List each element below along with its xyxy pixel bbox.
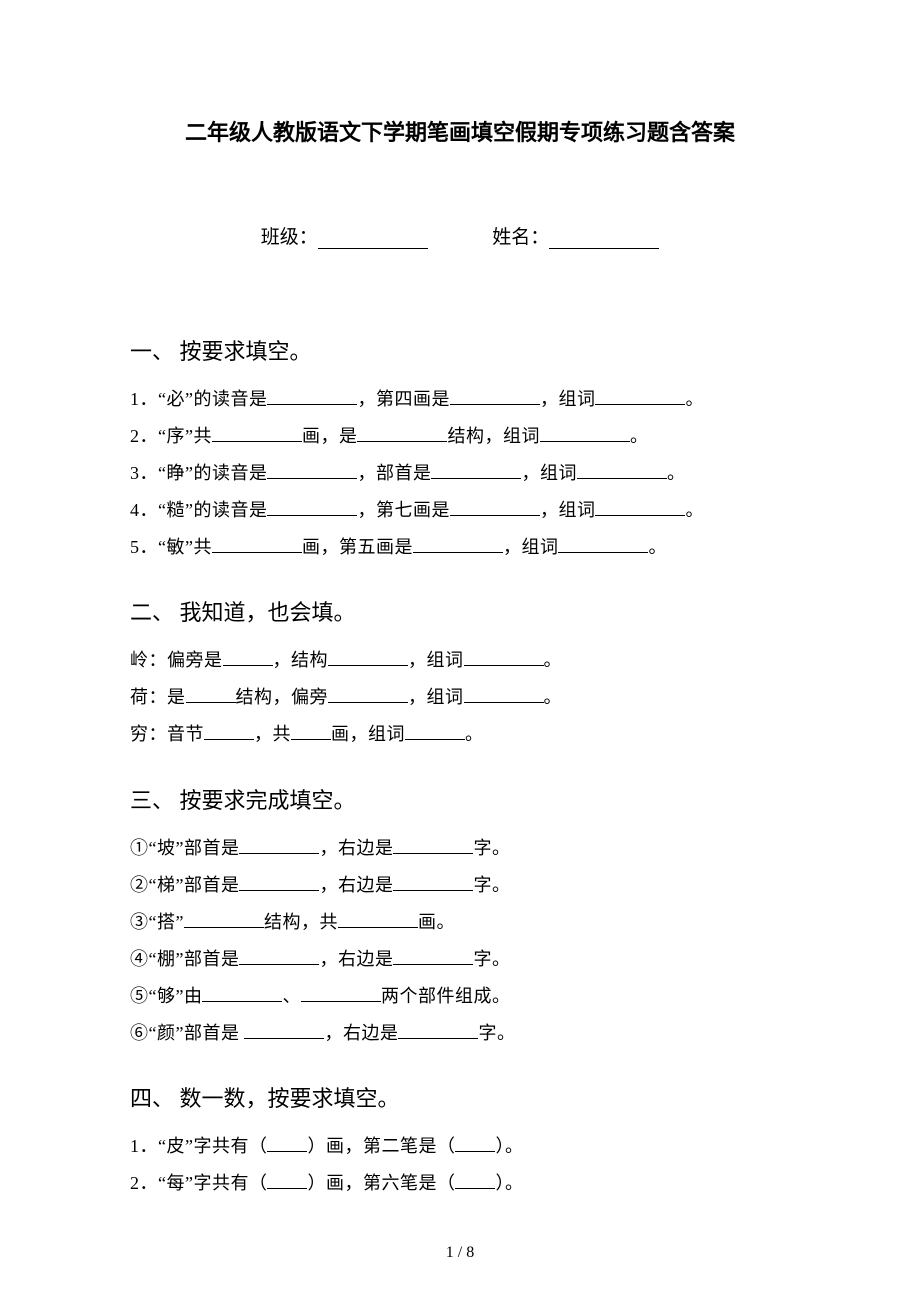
document-title: 二年级人教版语文下学期笔画填空假期专项练习题含答案: [130, 115, 790, 147]
blank[interactable]: [184, 910, 264, 928]
blank[interactable]: [267, 498, 357, 516]
class-blank[interactable]: [318, 229, 428, 249]
blank[interactable]: [204, 722, 254, 740]
blank[interactable]: [212, 535, 302, 553]
blank[interactable]: [357, 424, 447, 442]
s1-q4: 4．“糙”的读音是，第七画是，组词。: [130, 492, 790, 529]
blank[interactable]: [267, 1134, 307, 1152]
section-3-heading: 三、 按要求完成填空。: [130, 783, 790, 815]
s3-q1: ①“坡”部首是，右边是字。: [130, 830, 790, 867]
blank[interactable]: [405, 722, 465, 740]
blank[interactable]: [455, 1171, 495, 1189]
blank[interactable]: [558, 535, 648, 553]
class-label: 班级：: [261, 222, 318, 249]
blank[interactable]: [577, 461, 667, 479]
blank[interactable]: [393, 947, 473, 965]
s3-q6: ⑥“颜”部首是 ，右边是字。: [130, 1015, 790, 1052]
s2-q1: 岭：偏旁是，结构，组词。: [130, 642, 790, 679]
blank[interactable]: [393, 836, 473, 854]
s3-q3: ③“搭”结构，共画。: [130, 904, 790, 941]
s1-q5: 5．“敏”共画，第五画是，组词。: [130, 529, 790, 566]
blank[interactable]: [450, 387, 540, 405]
section-1-heading: 一、 按要求填空。: [130, 334, 790, 366]
s2-q2: 荷：是结构，偏旁，组词。: [130, 679, 790, 716]
blank[interactable]: [464, 685, 544, 703]
s1-q2: 2．“序”共画，是结构，组词。: [130, 418, 790, 455]
blank[interactable]: [291, 722, 331, 740]
blank[interactable]: [540, 424, 630, 442]
blank[interactable]: [239, 836, 319, 854]
blank[interactable]: [450, 498, 540, 516]
s2-q3: 穷：音节，共画，组词。: [130, 716, 790, 753]
blank[interactable]: [595, 387, 685, 405]
blank[interactable]: [239, 873, 319, 891]
section-3: 三、 按要求完成填空。 ①“坡”部首是，右边是字。 ②“梯”部首是，右边是字。 …: [130, 783, 790, 1051]
name-blank[interactable]: [549, 229, 659, 249]
s3-q5: ⑤“够”由、两个部件组成。: [130, 978, 790, 1015]
s4-q1: 1．“皮”字共有（）画，第二笔是（）。: [130, 1128, 790, 1165]
blank[interactable]: [223, 648, 273, 666]
blank[interactable]: [413, 535, 503, 553]
blank[interactable]: [212, 424, 302, 442]
section-4-heading: 四、 数一数，按要求填空。: [130, 1081, 790, 1113]
s1-q1: 1．“必”的读音是，第四画是，组词。: [130, 381, 790, 418]
section-4: 四、 数一数，按要求填空。 1．“皮”字共有（）画，第二笔是（）。 2．“每”字…: [130, 1081, 790, 1202]
blank[interactable]: [431, 461, 521, 479]
section-1: 一、 按要求填空。 1．“必”的读音是，第四画是，组词。 2．“序”共画，是结构…: [130, 334, 790, 565]
form-line: 班级： 姓名：: [130, 222, 790, 249]
blank[interactable]: [398, 1021, 478, 1039]
blank[interactable]: [464, 648, 544, 666]
blank[interactable]: [202, 984, 282, 1002]
blank[interactable]: [267, 1171, 307, 1189]
blank[interactable]: [239, 947, 319, 965]
section-2: 二、 我知道，也会填。 岭：偏旁是，结构，组词。 荷：是结构，偏旁，组词。 穷：…: [130, 595, 790, 753]
s4-q2: 2．“每”字共有（）画，第六笔是（）。: [130, 1165, 790, 1202]
blank[interactable]: [455, 1134, 495, 1152]
blank[interactable]: [393, 873, 473, 891]
s1-q3: 3．“睁”的读音是，部首是，组词。: [130, 455, 790, 492]
s3-q2: ②“梯”部首是，右边是字。: [130, 867, 790, 904]
blank[interactable]: [338, 910, 418, 928]
blank[interactable]: [244, 1021, 324, 1039]
blank[interactable]: [328, 648, 408, 666]
page-number: 1 / 8: [0, 1244, 920, 1262]
blank[interactable]: [267, 461, 357, 479]
blank[interactable]: [186, 685, 236, 703]
s3-q4: ④“棚”部首是，右边是字。: [130, 941, 790, 978]
section-2-heading: 二、 我知道，也会填。: [130, 595, 790, 627]
blank[interactable]: [267, 387, 357, 405]
blank[interactable]: [301, 984, 381, 1002]
name-label: 姓名：: [492, 222, 549, 249]
blank[interactable]: [595, 498, 685, 516]
blank[interactable]: [328, 685, 408, 703]
